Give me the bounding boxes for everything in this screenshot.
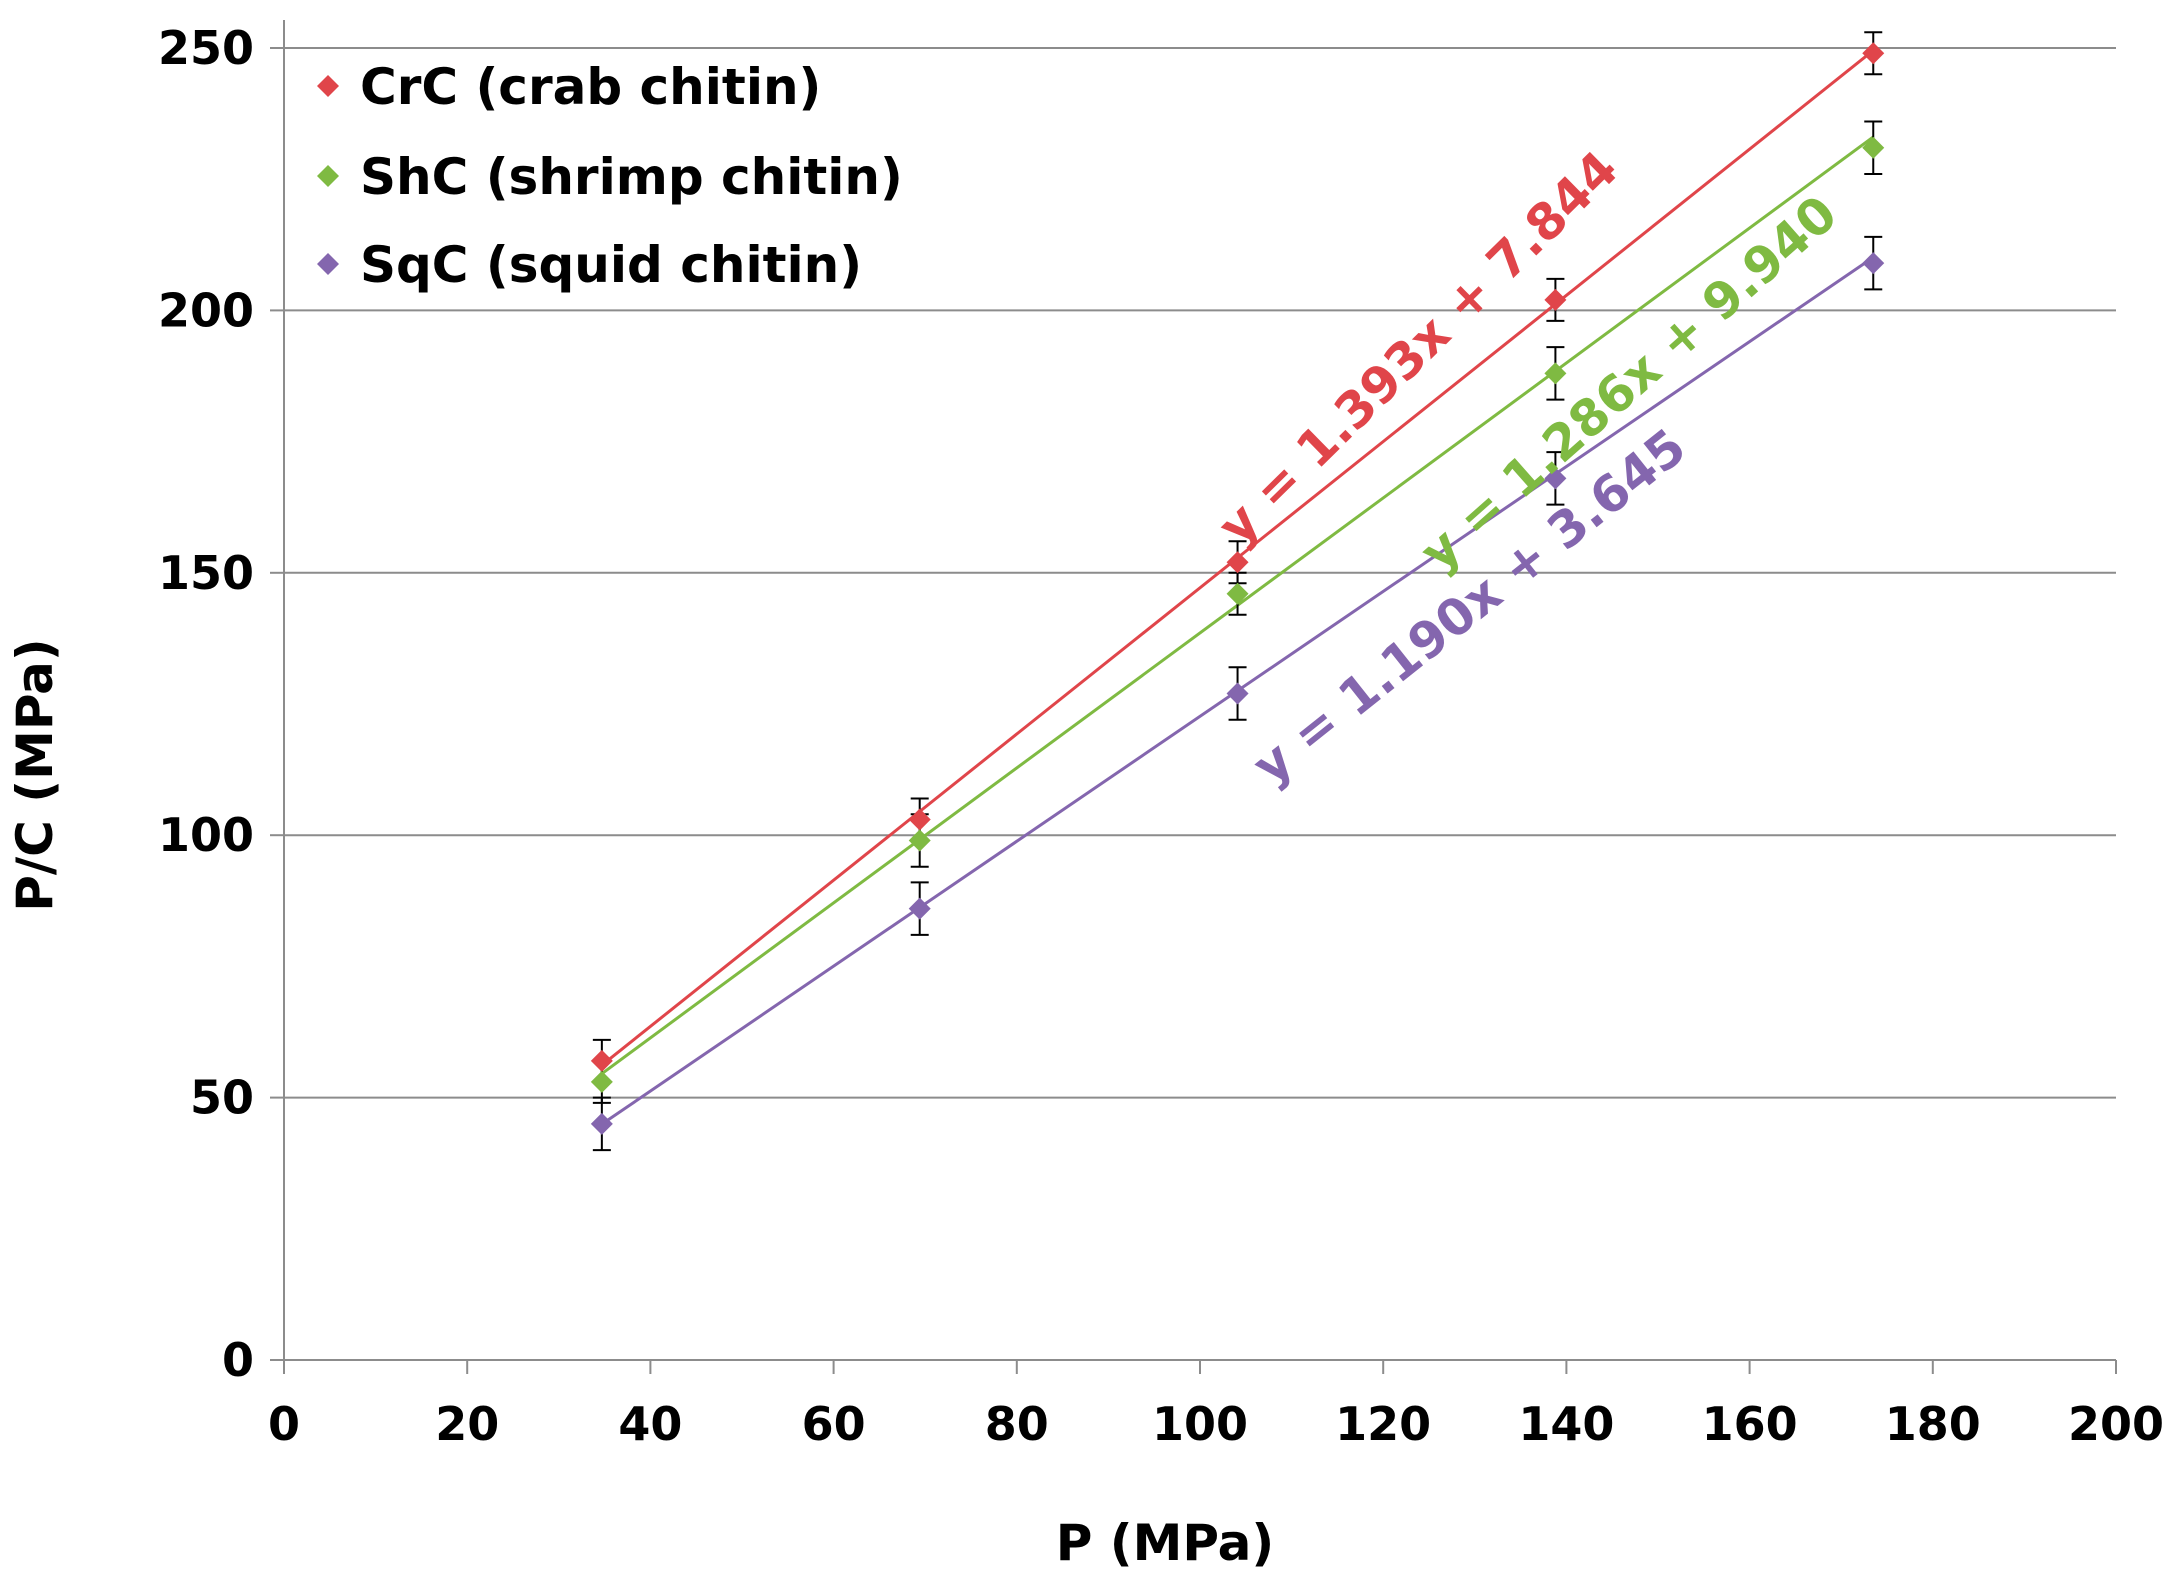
data-point [1544,288,1567,311]
legend-label: CrC (crab chitin) [360,58,821,116]
axes: 0 50 100 150 200 250 0 20 40 60 80 100 120 140 160 180 2… [158,20,2164,1451]
x-tick-label: 0 [268,1397,300,1451]
data-point [1544,467,1567,490]
data-point [1862,136,1885,159]
data-point [1544,362,1567,385]
x-tick-label: 160 [1702,1397,1798,1451]
y-tick-label: 100 [158,808,254,862]
data-point [908,829,931,852]
data-point [590,1049,613,1072]
legend: CrC (crab chitin) ShC (shrimp chitin) SqC … [317,58,903,294]
legend-marker [317,75,339,97]
x-tick-label: 120 [1335,1397,1431,1451]
data-point [590,1112,613,1135]
data-point [1226,551,1249,574]
x-tick-label: 40 [618,1397,682,1451]
data-point [908,897,931,920]
x-tick-label: 60 [802,1397,866,1451]
y-tick-label: 250 [158,21,254,75]
legend-label: SqC (squid chitin) [360,236,862,294]
data-point [1226,682,1249,705]
legend-label: ShC (shrimp chitin) [360,148,903,206]
legend-marker [317,165,339,187]
data-point [1862,42,1885,65]
x-tick-label: 180 [1885,1397,1981,1451]
x-tick-label: 80 [985,1397,1049,1451]
x-tick-label: 200 [2068,1397,2164,1451]
data-point [908,808,931,831]
data-point [1226,582,1249,605]
y-tick-label: 150 [158,546,254,600]
x-tick-label: 140 [1518,1397,1614,1451]
gridlines [284,47,2116,1099]
y-tick-label: 50 [190,1071,254,1125]
data-point [1862,252,1885,275]
x-tick-label: 20 [435,1397,499,1451]
legend-marker [317,253,339,275]
y-tick-label: 200 [158,283,254,337]
y-axis-label: P/C (MPa) [6,638,64,912]
data-point [590,1070,613,1093]
data-points [590,42,1885,1135]
x-tick-label: 100 [1152,1397,1248,1451]
x-axis-label: P (MPa) [1056,1514,1275,1572]
y-tick-label: 0 [222,1333,254,1387]
